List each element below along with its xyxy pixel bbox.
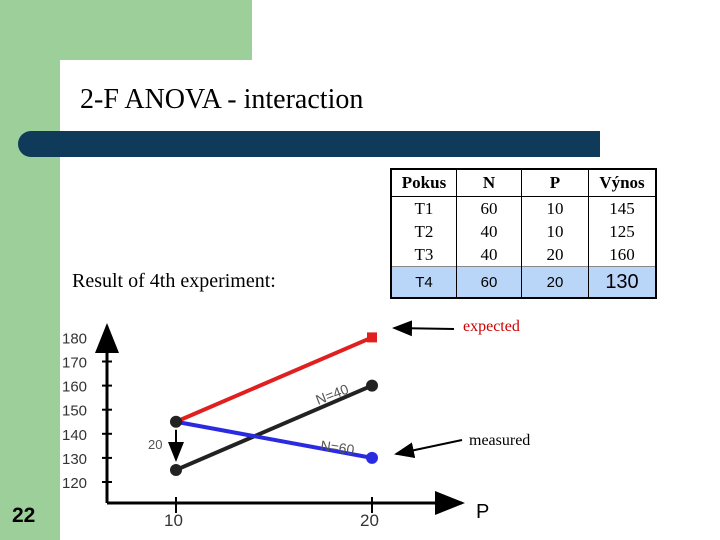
title-underline-bar: [18, 131, 600, 157]
slide-number: 22: [12, 504, 36, 527]
x-axis-label: P: [476, 501, 489, 523]
experiment-table: Pokus N P Výnos T1 60 10 145 T2 40 10 12…: [390, 168, 657, 299]
expected-arrow: [392, 320, 455, 337]
expected-point: [367, 332, 377, 343]
data-point: [170, 463, 182, 476]
data-point: [170, 415, 182, 428]
table-row: T1 60 10 145: [390, 196, 657, 220]
y-tick-label: 120: [62, 475, 87, 492]
y-tick-label: 140: [62, 427, 87, 444]
x-tick-label: 10: [164, 511, 183, 530]
y-tick-label: 160: [62, 379, 87, 396]
series-expected-line: [175, 335, 373, 424]
table-cell: 60: [456, 266, 522, 298]
header-vynos: Výnos: [588, 168, 657, 197]
table-cell: 145: [588, 196, 657, 220]
data-point: [366, 379, 378, 392]
expected-label: expected: [463, 318, 520, 335]
series-n40-line: [175, 383, 373, 472]
table-cell: T2: [390, 220, 457, 243]
table-cell: T4: [390, 266, 457, 298]
table-cell: 125: [588, 220, 657, 243]
table-cell: 20: [521, 243, 589, 267]
y-tick-label: 180: [62, 330, 87, 347]
measured-arrow: [394, 439, 463, 459]
x-tick-label: 20: [360, 511, 379, 530]
difference-label: 20: [148, 437, 162, 452]
data-point: [366, 451, 378, 464]
y-tick-label: 150: [62, 403, 87, 420]
table-cell: T3: [390, 243, 457, 267]
table-cell: 40: [456, 243, 522, 267]
header-pokus: Pokus: [390, 168, 457, 197]
table-cell: T1: [390, 196, 457, 220]
table-row-highlight: T4 60 20 130: [390, 266, 657, 298]
table-header-row: Pokus N P Výnos: [390, 168, 657, 197]
series-label: N=60: [320, 437, 356, 458]
table-cell: 160: [588, 243, 657, 267]
table-cell: 10: [521, 220, 589, 243]
y-tick-label: 130: [62, 451, 87, 468]
header-p: P: [521, 168, 589, 197]
series-n60-line: [175, 419, 373, 460]
table-cell: 20: [521, 266, 589, 298]
slide-title: 2-F ANOVA - interaction: [80, 84, 364, 115]
green-sidebar: [0, 0, 60, 540]
table-row: T2 40 10 125: [390, 220, 657, 243]
table-cell: 10: [521, 196, 589, 220]
table-cell: 130: [588, 266, 657, 298]
slide-subtitle: Result of 4th experiment:: [72, 270, 276, 292]
y-tick-label: 170: [62, 355, 87, 372]
table-cell: 40: [456, 220, 522, 243]
measured-label: measured: [469, 432, 531, 449]
table-row: T3 40 20 160: [390, 243, 657, 267]
